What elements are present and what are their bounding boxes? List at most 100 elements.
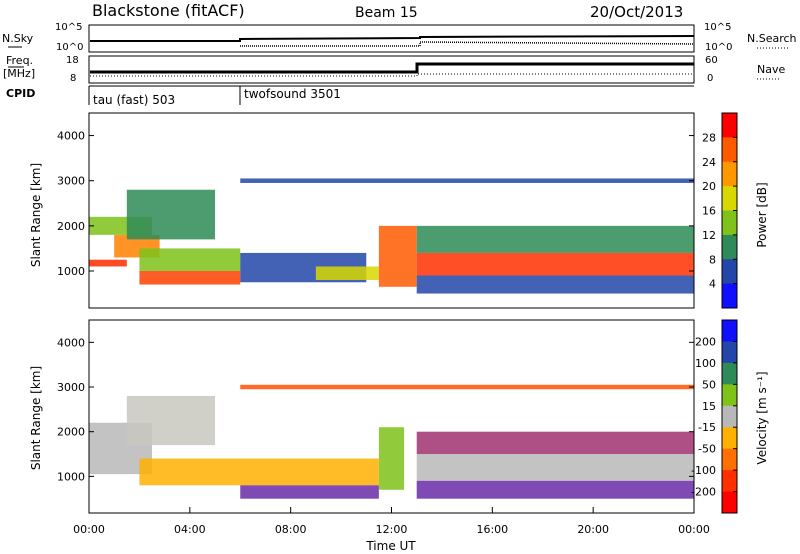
velocity-panel: 4000 3000 2000 1000 00:00 04:00 08:00 12:00 16:…	[29, 319, 769, 553]
colorbar-tick-label: 100	[695, 357, 716, 370]
colorbar-swatch	[722, 405, 737, 428]
colorbar-swatch	[722, 470, 737, 493]
nsearch-trace	[240, 41, 695, 47]
freq-tick-bottom: 8	[70, 73, 76, 84]
data-band-0-12	[240, 178, 694, 183]
data-band-1-6	[416, 431, 694, 455]
nsearch-tick-bottom: 10^0	[705, 42, 732, 53]
colorbar-tick-label: -15	[698, 421, 716, 434]
colorbar-swatch	[722, 320, 737, 342]
colorbar-tick-label: 8	[709, 253, 716, 266]
y-tick-label: 2000	[57, 426, 85, 439]
cpid-segment-1: tau (fast) 503	[93, 93, 175, 107]
power-colorbar-label: Power [dB]	[755, 182, 769, 247]
data-band-1-5	[416, 454, 694, 481]
velocity-data	[89, 384, 694, 499]
power-colorbar: 28 24 20 16 12 8 4	[702, 112, 738, 309]
colorbar-swatch	[722, 448, 737, 471]
data-band-1-8	[240, 384, 694, 390]
data-band-1-7	[416, 480, 694, 499]
data-band-0-9	[416, 252, 694, 276]
nave-tick-top: 60	[705, 55, 718, 66]
data-band-0-3	[126, 189, 216, 240]
colorbar-swatch	[722, 283, 737, 309]
y-tick-label: 3000	[57, 381, 85, 394]
nsky-trace	[90, 35, 695, 42]
data-band-0-8	[378, 225, 417, 287]
colorbar-swatch	[722, 113, 737, 138]
velocity-ylabel: Slant Range [km]	[29, 366, 43, 470]
freq-panel: Freq. [MHz] 18 8 60 0 Nave	[3, 54, 785, 84]
data-band-0-10	[416, 225, 694, 253]
colorbar-swatch	[722, 259, 737, 285]
colorbar-tick-label: 24	[702, 156, 716, 169]
x-tick-label: 12:00	[376, 523, 408, 536]
nsky-panel: N.Sky 10^5 10^0 10^5 10^0 N.Search	[2, 22, 797, 53]
colorbar-tick-label: 20	[702, 180, 716, 193]
colorbar-tick-label: 28	[702, 131, 716, 144]
colorbar-swatch	[722, 161, 737, 187]
colorbar-tick-label: -100	[691, 464, 716, 477]
y-tick-label: 4000	[57, 130, 85, 143]
colorbar-swatch	[722, 186, 737, 211]
velocity-x-axis: 00:00 04:00 08:00 12:00 16:00 20:00 00:00	[73, 507, 710, 536]
velocity-colorbar: 200 100 50 15 -15 -50 -100 -200	[691, 319, 738, 514]
power-ylabel: Slant Range [km]	[29, 163, 43, 267]
beam-title: Beam 15	[355, 5, 418, 21]
data-band-1-1	[126, 395, 216, 446]
nsky-tick-bottom: 10^0	[56, 42, 83, 53]
y-tick-label: 1000	[57, 470, 85, 483]
data-band-0-11	[416, 275, 694, 294]
power-y-axis: 4000 3000 2000 1000	[57, 130, 694, 278]
y-tick-label: 1000	[57, 265, 85, 278]
colorbar-swatch	[722, 137, 737, 163]
data-band-0-4	[139, 270, 241, 285]
nave-tick-bottom: 0	[707, 73, 713, 84]
x-axis-label: Time UT	[365, 539, 416, 553]
y-tick-label: 2000	[57, 220, 85, 233]
colorbar-tick-label: -50	[698, 443, 716, 456]
x-tick-label: 00:00	[73, 523, 105, 536]
colorbar-tick-label: 15	[702, 400, 716, 413]
power-data	[89, 178, 694, 294]
colorbar-swatch	[722, 341, 737, 364]
freq-label: Freq.	[6, 54, 33, 67]
data-band-0-5	[139, 248, 241, 271]
colorbar-swatch	[722, 234, 737, 260]
x-tick-label: 08:00	[275, 523, 307, 536]
x-tick-label: 00:00	[678, 523, 710, 536]
freq-unit: [MHz]	[3, 67, 35, 80]
y-tick-label: 4000	[57, 336, 85, 349]
nsky-tick-top: 10^5	[55, 22, 82, 33]
velocity-y-axis: 4000 3000 2000 1000	[57, 336, 694, 483]
nsearch-label: N.Search	[747, 32, 797, 45]
nave-label: Nave	[757, 63, 785, 76]
cpid-segment-2: twofsound 3501	[244, 87, 341, 101]
data-band-1-2	[139, 458, 379, 486]
colorbar-swatch	[722, 491, 737, 514]
colorbar-tick-label: 4	[709, 278, 716, 291]
colorbar-swatch	[722, 362, 737, 385]
cpid-label: CPID	[6, 87, 35, 100]
freq-tick-top: 18	[66, 55, 79, 66]
y-tick-label: 3000	[57, 175, 85, 188]
colorbar-tick-label: 200	[695, 335, 716, 348]
nsky-label: N.Sky	[2, 32, 34, 45]
station-title: Blackstone (fitACF)	[92, 1, 245, 20]
x-tick-label: 20:00	[577, 523, 609, 536]
data-band-0-0	[89, 259, 127, 267]
colorbar-tick-label: -200	[691, 486, 716, 499]
colorbar-frame	[721, 319, 738, 514]
freq-trace	[90, 62, 694, 74]
velocity-colorbar-label: Velocity [m s⁻¹]	[755, 371, 769, 464]
colorbar-swatch	[722, 210, 737, 236]
data-band-0-7	[315, 266, 379, 281]
cpid-strip: CPID tau (fast) 503 twofsound 3501	[6, 85, 694, 107]
colorbar-tick-label: 50	[702, 378, 716, 391]
colorbar-tick-label: 16	[702, 205, 716, 218]
data-band-1-3	[240, 485, 379, 499]
nsearch-tick-top: 10^5	[704, 22, 731, 33]
power-panel: 4000 3000 2000 1000 Slant Range [km] 28 24 20…	[29, 112, 769, 309]
data-band-1-4	[378, 427, 405, 490]
